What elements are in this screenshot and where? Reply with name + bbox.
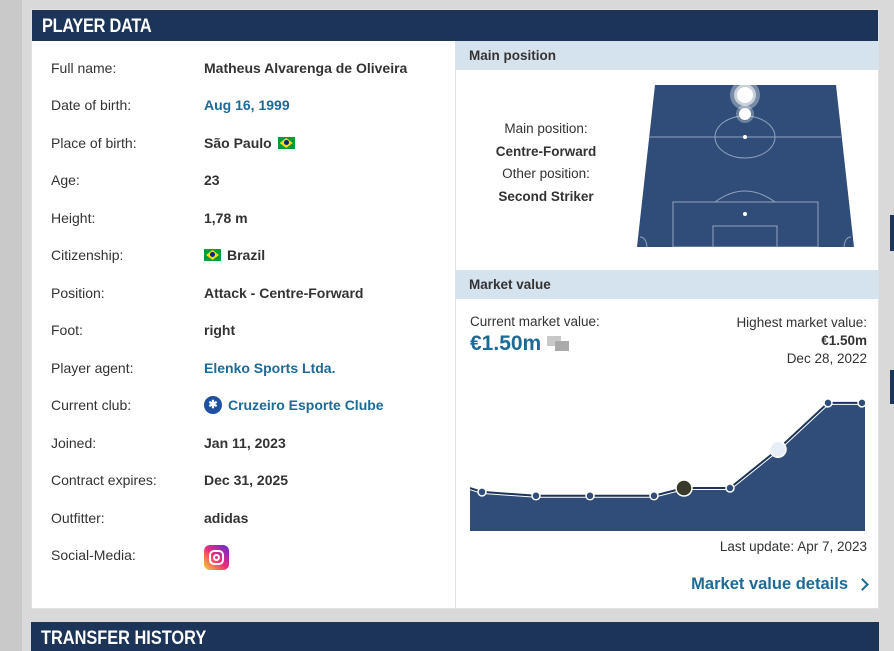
label-contract-expires: Contract expires:: [51, 472, 157, 488]
value-contract-expires: Dec 31, 2025: [204, 472, 289, 488]
market-value-details-text: Market value details: [691, 575, 848, 593]
main-position-value: Centre-Forward: [495, 143, 597, 159]
chart-point: [725, 483, 735, 493]
value-place-of-birth: São Paulo: [204, 133, 295, 153]
main-position-header: Main position: [456, 41, 879, 70]
highest-market-value-label: Highest market value:: [736, 315, 867, 330]
pitch-penalty-arc: [714, 190, 776, 203]
market-value-header: Market value: [456, 270, 879, 299]
highest-market-value-amount: €1.50m: [821, 333, 867, 348]
chart-point: [585, 491, 595, 501]
other-position-label: Other position:: [502, 166, 590, 181]
value-citizenship: Brazil: [204, 245, 265, 265]
place-of-birth-text: São Paulo: [204, 135, 272, 151]
current-club-text: Cruzeiro Esporte Clube: [228, 397, 384, 413]
chart-point: [823, 398, 833, 408]
player-data-box: PLAYER DATA Full name: Matheus Alvarenga…: [31, 9, 879, 609]
brazil-flag-icon: [204, 249, 221, 261]
market-value-chart[interactable]: [470, 391, 865, 531]
player-agent-link[interactable]: Elenko Sports Ltda.: [204, 360, 336, 376]
label-player-agent: Player agent:: [51, 360, 134, 376]
current-club-link[interactable]: ✱ Cruzeiro Esporte Clube: [204, 395, 384, 415]
market-value-box: Current market value: €1.50m Highest mar…: [456, 299, 879, 639]
label-age: Age:: [51, 172, 80, 188]
market-value-details-link[interactable]: Market value details: [691, 575, 869, 594]
other-position-value: Second Striker: [498, 188, 594, 204]
value-full-name: Matheus Alvarenga de Oliveira: [204, 60, 408, 76]
transfer-history-header: TRANSFER HISTORY: [31, 622, 879, 651]
comment-icon[interactable]: [547, 336, 572, 352]
pitch-corner-left: [639, 236, 648, 247]
pitch-goal-box: [712, 225, 778, 247]
value-age: 23: [204, 172, 220, 188]
current-market-value-label: Current market value:: [470, 314, 600, 329]
label-current-club: Current club:: [51, 397, 132, 413]
value-position: Attack - Centre-Forward: [204, 285, 364, 301]
chart-point: [531, 491, 541, 501]
chart-area: [470, 402, 865, 531]
current-market-value-text: €1.50m: [470, 332, 542, 355]
edge-marker: [890, 215, 894, 251]
label-foot: Foot:: [51, 322, 83, 338]
instagram-icon[interactable]: [204, 545, 229, 570]
position-marker-other: [736, 105, 754, 123]
pitch-diagram: [637, 85, 854, 247]
label-date-of-birth: Date of birth:: [51, 97, 132, 113]
main-position-box: Main position: Centre-Forward Other posi…: [456, 70, 879, 270]
pitch-penalty-box: [672, 201, 819, 247]
value-foot: right: [204, 322, 236, 338]
label-citizenship: Citizenship:: [51, 247, 124, 263]
position-marker-main: [730, 85, 760, 110]
label-height: Height:: [51, 210, 96, 226]
label-outfitter: Outfitter:: [51, 510, 105, 526]
pitch-corner-right: [843, 236, 852, 247]
pitch-center-spot: [743, 135, 747, 139]
chart-club-logo-point: [769, 440, 787, 459]
main-position-label: Main position:: [504, 121, 588, 136]
date-of-birth-link[interactable]: Aug 16, 1999: [204, 97, 290, 113]
chart-point: [857, 398, 865, 408]
brazil-flag-icon: [277, 137, 295, 149]
label-joined: Joined:: [51, 435, 97, 451]
pitch-penalty-spot: [743, 212, 747, 216]
value-height: 1,78 m: [204, 210, 248, 226]
citizenship-text: Brazil: [227, 247, 266, 263]
club-crest-icon: ✱: [204, 396, 222, 414]
chevron-right-icon: [856, 578, 869, 591]
chart-point: [477, 487, 487, 497]
player-info-table: Full name: Matheus Alvarenga de Oliveira…: [32, 41, 455, 609]
label-full-name: Full name:: [51, 60, 117, 76]
label-place-of-birth: Place of birth:: [51, 135, 137, 151]
value-social-media: [204, 545, 229, 570]
label-social-media: Social-Media:: [51, 547, 136, 563]
value-outfitter: adidas: [204, 510, 249, 526]
last-update: Last update: Apr 7, 2023: [719, 539, 867, 554]
label-position: Position:: [51, 285, 105, 301]
current-market-value: €1.50m: [470, 332, 572, 356]
right-panel: Main position Main position: Centre-Forw…: [455, 41, 879, 609]
highest-market-value-date: Dec 28, 2022: [786, 351, 867, 366]
pitch-surface: [637, 85, 854, 247]
page-gutter: [0, 0, 22, 651]
chart-point: [649, 491, 659, 501]
chart-club-logo-point: [675, 479, 693, 497]
value-joined: Jan 11, 2023: [204, 435, 286, 451]
position-text: Main position: Centre-Forward Other posi…: [456, 118, 636, 208]
highest-market-value: Highest market value: €1.50m Dec 28, 202…: [736, 314, 867, 368]
edge-marker: [890, 370, 894, 404]
player-data-header: PLAYER DATA: [32, 10, 878, 41]
